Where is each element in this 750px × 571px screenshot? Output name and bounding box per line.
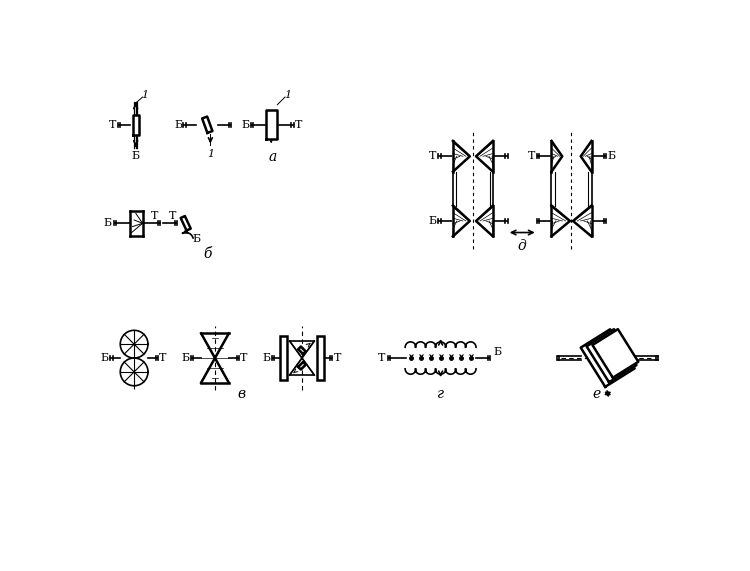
Text: Т: Т [296, 120, 302, 130]
Polygon shape [202, 116, 212, 133]
Text: Т: Т [429, 151, 436, 161]
Text: Т: Т [159, 353, 166, 363]
Polygon shape [580, 141, 592, 172]
Text: Т: Т [169, 211, 176, 220]
Polygon shape [453, 141, 470, 172]
Text: Т: Т [378, 353, 386, 363]
Polygon shape [551, 206, 570, 236]
Text: в: в [238, 387, 246, 401]
Text: Т: Т [109, 120, 116, 130]
Text: Т: Т [152, 211, 158, 220]
Text: Б: Б [429, 216, 437, 226]
Text: Б: Б [174, 120, 182, 130]
Text: Б: Б [182, 353, 190, 363]
Polygon shape [592, 329, 638, 377]
Text: Б: Б [493, 347, 501, 357]
Text: Б: Б [193, 234, 200, 244]
Polygon shape [453, 206, 470, 236]
Polygon shape [586, 329, 637, 382]
Polygon shape [290, 341, 314, 375]
Text: Т: Т [334, 353, 341, 363]
Text: Б: Б [100, 353, 109, 363]
Text: г: г [437, 387, 444, 401]
Text: 1: 1 [284, 90, 292, 100]
Polygon shape [298, 347, 306, 354]
Bar [317, 336, 323, 380]
Text: Б: Б [131, 151, 140, 160]
Bar [280, 336, 286, 380]
Text: Б: Б [104, 218, 112, 228]
Text: Т: Т [528, 151, 536, 161]
Text: 1: 1 [208, 149, 214, 159]
Polygon shape [133, 115, 139, 135]
Text: б: б [203, 247, 211, 261]
Polygon shape [120, 358, 148, 386]
Text: е: е [592, 387, 600, 401]
Polygon shape [580, 329, 634, 387]
Text: Б: Б [242, 120, 250, 130]
Polygon shape [181, 216, 190, 231]
Text: Б: Б [262, 353, 271, 363]
Polygon shape [573, 206, 592, 236]
Text: Б: Б [608, 151, 616, 161]
Text: Т: Т [240, 353, 248, 363]
Polygon shape [476, 141, 493, 172]
Text: д: д [518, 239, 526, 254]
Polygon shape [120, 330, 148, 358]
Polygon shape [476, 206, 493, 236]
Text: 1: 1 [141, 90, 148, 100]
Polygon shape [551, 141, 562, 172]
Polygon shape [266, 110, 277, 139]
Polygon shape [201, 333, 229, 383]
Text: а: а [268, 150, 277, 164]
Polygon shape [298, 362, 306, 369]
